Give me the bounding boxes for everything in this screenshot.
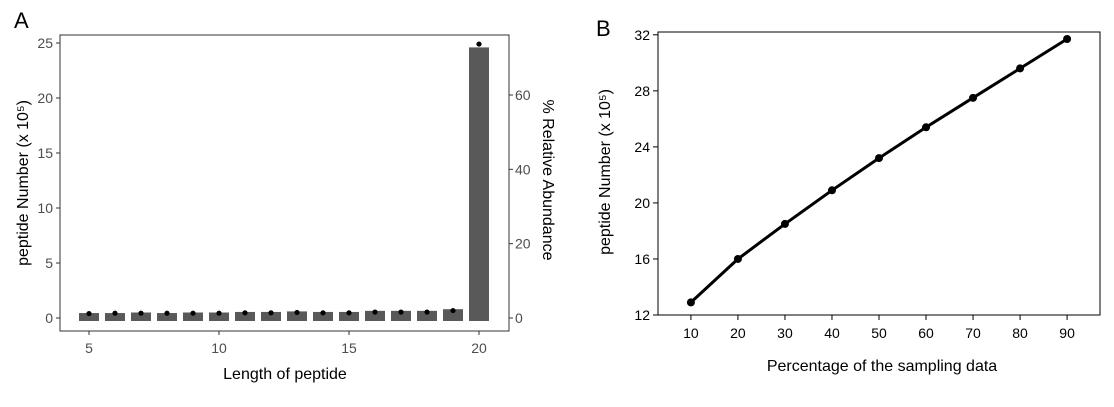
- panel-a-point: [294, 309, 300, 316]
- panel-a-bar: [313, 311, 333, 321]
- panel-b-y-tick-label: 24: [634, 139, 650, 155]
- panel-a-bar: [391, 310, 411, 321]
- panel-a-points: [86, 41, 482, 317]
- panel-a-point: [346, 310, 352, 316]
- panel-a-chart: 0 5 10 15 20 25 0 20 40 60 5 10 15 20 Length of pep…: [15, 34, 556, 383]
- panel-a-bar: [469, 47, 489, 322]
- panel-a-point: [164, 310, 170, 316]
- panel-a-point: [190, 310, 196, 316]
- panel-b-y-tick-label: 20: [634, 195, 650, 211]
- panel-a-plot-frame: [59, 34, 510, 332]
- panel-b-point: [1016, 64, 1025, 73]
- panel-b-point: [922, 123, 931, 132]
- panel-a-point: [138, 310, 144, 316]
- panel-b-x-axis-title: Percentage of the sampling data: [767, 358, 997, 375]
- panel-b-x-tick-label: 90: [1059, 325, 1075, 341]
- panel-a-x-tick-label: 15: [341, 340, 357, 356]
- panel-b-y-tick-label: 28: [634, 83, 650, 99]
- panel-a-x-tick-label: 20: [471, 340, 487, 356]
- panel-a-bar: [131, 312, 151, 321]
- panel-a-point: [112, 310, 118, 316]
- panel-a-point: [242, 310, 248, 316]
- panel-a-point: [216, 310, 222, 316]
- panel-b-chart: 12 16 20 24 28 32 10 20 30 40 50 60 70 80 90 Percenta…: [597, 27, 1101, 375]
- panel-a-bar: [443, 309, 463, 321]
- panel-b-y-tick-label: 32: [634, 27, 650, 43]
- panel-a-point: [268, 310, 274, 316]
- panel-b-x-tick-label: 70: [965, 325, 981, 341]
- panel-a-bar: [105, 313, 125, 321]
- panel-b-y-tick-label: 12: [634, 307, 650, 323]
- panel-b-series-line: [689, 37, 1068, 304]
- panel-a-y2-axis: 0 20 40 60: [509, 87, 531, 326]
- panel-a-bars: [79, 47, 489, 322]
- panel-a-point: [398, 309, 404, 315]
- panel-a-x-tick-label: 5: [85, 340, 93, 356]
- panel-a-point: [86, 310, 92, 317]
- panel-a-y2-tick-label: 0: [515, 310, 523, 326]
- panel-a-letter: A: [14, 8, 29, 33]
- panel-a-bar: [157, 313, 177, 321]
- panel-b-x-axis: 10 20 30 40 50 60 70 80 90: [683, 315, 1075, 341]
- panel-a-bar: [209, 312, 229, 321]
- panel-a-y-tick-label: 20: [37, 90, 53, 106]
- panel-a-y2-axis-title: % Relative Abundance: [539, 100, 556, 261]
- panel-a-bar: [183, 312, 203, 321]
- panel-a-bar: [365, 310, 385, 321]
- panel-a-y2-tick-label: 40: [515, 161, 531, 177]
- panel-a-x-tick-label: 10: [211, 340, 227, 356]
- panel-a-bar: [417, 310, 437, 321]
- panel-a-point: [450, 307, 456, 314]
- panel-a-point: [424, 309, 430, 315]
- panel-a-x-axis: 5 10 15 20: [85, 331, 487, 356]
- panel-a-y2-tick-label: 20: [515, 236, 531, 252]
- panel-a-point: [320, 310, 326, 316]
- panel-a-point: [372, 309, 378, 315]
- panel-a-y-tick-label: 10: [37, 200, 53, 216]
- panel-a-bar: [261, 311, 281, 321]
- panel-b-point: [686, 298, 695, 307]
- panel-b-x-tick-label: 80: [1012, 325, 1028, 341]
- panel-b-point: [827, 186, 836, 195]
- panel-a-point: [476, 41, 482, 47]
- panel-b-point: [780, 219, 789, 228]
- panel-b-points: [686, 35, 1072, 307]
- panel-b-x-tick-label: 40: [824, 325, 840, 341]
- panel-a-y2-tick-label: 60: [515, 87, 531, 103]
- panel-a-bar: [339, 311, 359, 321]
- panel-b-y-tick-label: 16: [634, 251, 650, 267]
- panel-a-y-tick-label: 5: [45, 255, 53, 271]
- panel-b-x-tick-label: 30: [777, 325, 793, 341]
- panel-a-bar: [287, 311, 307, 321]
- panel-b-x-tick-label: 50: [871, 325, 887, 341]
- panel-b-x-tick-label: 60: [918, 325, 934, 341]
- panel-b-point: [875, 154, 883, 163]
- panel-b-point: [969, 93, 978, 102]
- panel-a-y-tick-label: 15: [37, 145, 53, 161]
- panel-b-point: [733, 254, 742, 263]
- panel-a-x-axis-title: Length of peptide: [223, 366, 347, 383]
- panel-a-y-axis-title: peptide Number (x 10⁵): [15, 100, 32, 266]
- panel-a-bar: [235, 311, 255, 321]
- panel-a-bar: [79, 313, 99, 321]
- panel-b-y-axis: 12 16 20 24 28 32: [634, 27, 658, 323]
- panel-b-y-axis-title: peptide Number (x 10⁵): [597, 89, 614, 255]
- panel-a-y-tick-label: 0: [45, 310, 53, 326]
- panel-b-point: [1063, 35, 1072, 44]
- panel-b-x-tick-label: 20: [730, 325, 746, 341]
- panel-b-x-tick-label: 10: [683, 325, 699, 341]
- panel-a-y-axis: 0 5 10 15 20 25: [37, 35, 60, 326]
- panel-b-letter: B: [596, 16, 611, 41]
- panel-a-y-tick-label: 25: [37, 35, 53, 51]
